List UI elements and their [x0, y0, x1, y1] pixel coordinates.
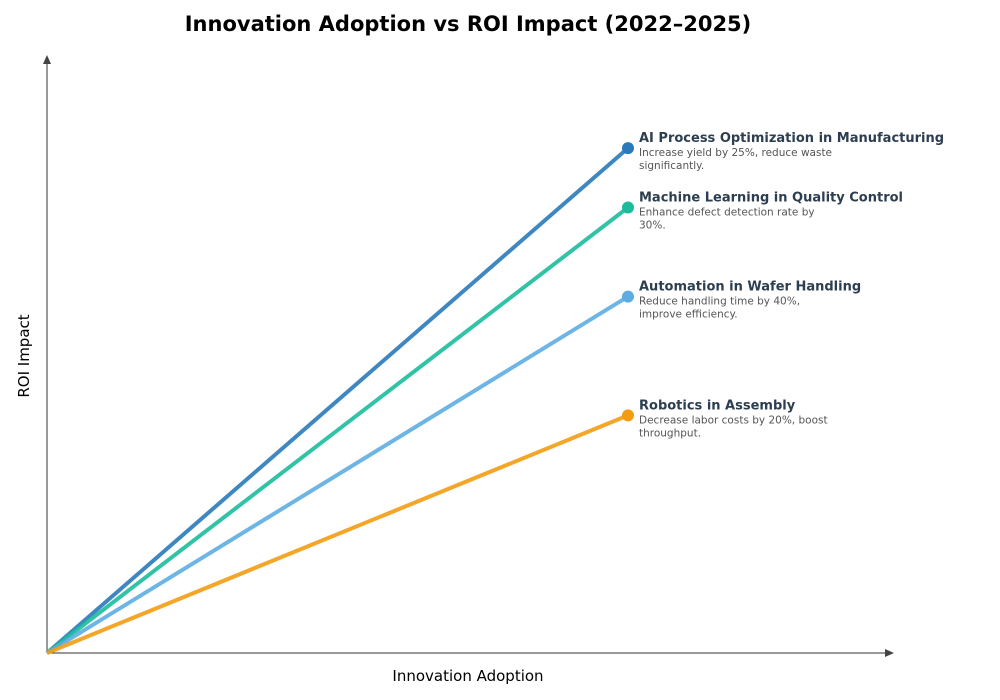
series-description: 30%.: [639, 220, 666, 232]
series-description: Enhance defect detection rate by: [639, 207, 815, 219]
series-description: improve efficiency.: [639, 309, 738, 321]
series-end-point: [622, 142, 634, 155]
chart-title: Innovation Adoption vs ROI Impact (2022–…: [185, 12, 752, 36]
series-description: throughput.: [639, 427, 701, 439]
series-label: Automation in Wafer Handling: [639, 280, 861, 295]
x-axis-label: Innovation Adoption: [392, 667, 543, 685]
series-description: Reduce handling time by 40%,: [639, 296, 800, 308]
series-label: Robotics in Assembly: [639, 398, 796, 413]
series-line: [46, 413, 629, 655]
series-label: Machine Learning in Quality Control: [639, 191, 903, 206]
series-description: Decrease labor costs by 20%, boost: [639, 414, 828, 426]
series-end-point: [622, 290, 634, 303]
y-axis-arrow-icon: [43, 55, 51, 64]
series-description: significantly.: [639, 160, 704, 172]
series-line: [45, 294, 630, 655]
series-description: Increase yield by 25%, reduce waste: [639, 147, 832, 159]
series-label: AI Process Optimization in Manufacturing: [639, 131, 944, 146]
y-axis-label: ROI Impact: [15, 314, 33, 397]
series-line: [45, 205, 630, 655]
series-end-point: [622, 201, 634, 214]
series-line: [45, 146, 630, 655]
x-axis-arrow-icon: [885, 649, 894, 657]
series-end-point: [622, 409, 634, 422]
